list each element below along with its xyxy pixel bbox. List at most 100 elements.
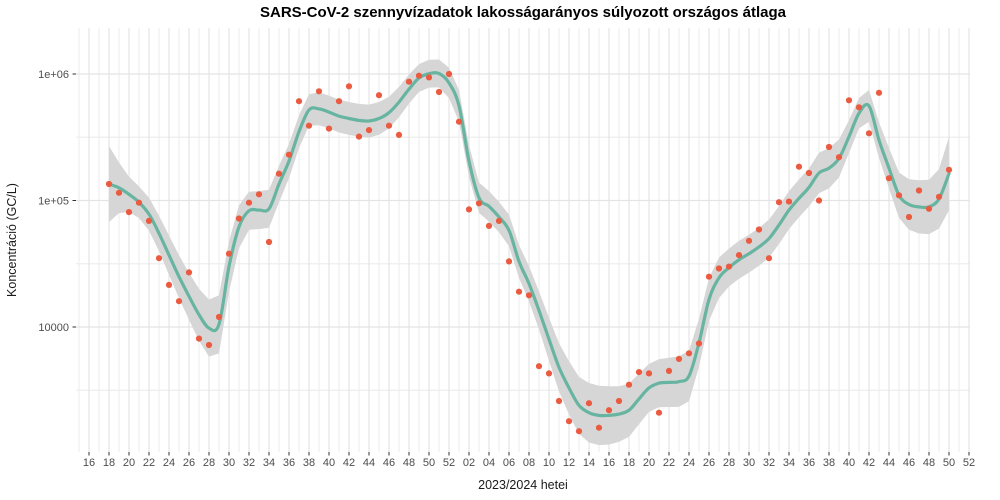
x-tick-label: 28 <box>723 457 735 469</box>
data-point <box>715 265 723 272</box>
y-tick-label: 1e+06 <box>38 69 69 81</box>
data-point <box>855 104 863 111</box>
data-point <box>345 83 353 90</box>
data-point <box>615 397 623 405</box>
data-points-layer <box>105 70 953 435</box>
data-point <box>755 226 763 233</box>
x-tick-label: 36 <box>283 457 295 469</box>
chart-title: SARS-CoV-2 szennyvízadatok lakosságarány… <box>260 4 787 21</box>
confidence-ribbon-layer <box>109 59 949 446</box>
x-tick-label: 46 <box>903 457 915 469</box>
data-point <box>175 298 183 305</box>
x-tick-label: 22 <box>143 457 155 469</box>
data-point <box>815 197 823 204</box>
x-tick-label: 46 <box>383 457 395 469</box>
data-point <box>445 70 453 78</box>
x-tick-label: 30 <box>223 457 235 469</box>
x-tick-label: 10 <box>543 457 555 469</box>
data-point <box>465 206 473 213</box>
data-point <box>735 252 743 259</box>
data-point <box>485 222 493 229</box>
x-tick-label: 38 <box>823 457 835 469</box>
data-point <box>105 180 113 188</box>
x-axis-title: 2023/2024 hetei <box>478 478 568 492</box>
data-point <box>535 363 543 370</box>
smooth-line-layer <box>107 71 951 418</box>
data-point <box>505 258 513 265</box>
x-tick-label: 04 <box>483 457 495 469</box>
data-point <box>585 400 593 407</box>
y-axis-tick-labels: 1e+06 1e+05 10000 <box>38 69 69 334</box>
x-tick-label: 24 <box>163 457 175 469</box>
x-tick-label: 16 <box>603 457 615 469</box>
data-point <box>235 215 243 222</box>
data-point <box>315 88 323 95</box>
data-point <box>385 122 393 129</box>
data-point <box>165 281 173 288</box>
data-point <box>695 340 703 347</box>
data-point <box>635 369 643 376</box>
x-tick-label: 18 <box>103 457 115 469</box>
data-point <box>775 199 783 206</box>
data-point <box>515 288 523 295</box>
x-tick-label: 42 <box>343 457 355 469</box>
data-point <box>375 92 383 99</box>
data-point <box>665 367 673 374</box>
data-point <box>215 313 223 321</box>
data-point <box>625 381 633 388</box>
data-point <box>595 424 603 431</box>
data-point <box>305 122 313 129</box>
data-point <box>185 269 193 276</box>
x-tick-label: 48 <box>403 457 415 469</box>
x-tick-label: 50 <box>423 457 435 469</box>
data-point <box>495 217 503 224</box>
data-point <box>865 130 873 137</box>
x-tick-label: 12 <box>563 457 575 469</box>
data-point <box>155 255 163 262</box>
x-tick-label: 20 <box>123 457 135 469</box>
x-tick-label: 38 <box>303 457 315 469</box>
x-tick-label: 30 <box>743 457 755 469</box>
x-tick-label: 32 <box>243 457 255 469</box>
x-tick-label: 24 <box>683 457 695 469</box>
x-tick-label: 42 <box>863 457 875 469</box>
data-point <box>765 255 773 262</box>
data-point <box>355 133 363 140</box>
data-point <box>335 98 343 105</box>
data-point <box>905 213 913 221</box>
y-tick-label: 10000 <box>38 322 69 334</box>
data-point <box>225 250 233 257</box>
smooth-trend-line <box>107 71 951 418</box>
data-point <box>915 187 923 194</box>
x-tick-label: 06 <box>503 457 515 469</box>
data-point <box>135 199 143 206</box>
x-tick-label: 28 <box>203 457 215 469</box>
data-point <box>325 125 333 132</box>
x-tick-label: 44 <box>883 457 895 469</box>
x-tick-label: 36 <box>803 457 815 469</box>
x-tick-label: 34 <box>263 457 275 469</box>
data-point <box>925 205 933 212</box>
data-point <box>825 143 833 151</box>
data-point <box>605 407 613 414</box>
data-point <box>415 72 423 79</box>
data-point <box>945 166 953 173</box>
x-tick-label: 44 <box>363 457 375 469</box>
x-tick-label: 52 <box>443 457 455 469</box>
data-point <box>795 163 803 170</box>
data-point <box>875 89 883 96</box>
x-tick-label: 50 <box>943 457 955 469</box>
data-point <box>125 209 133 216</box>
y-axis-title: Koncentráció (GC/L) <box>5 183 19 297</box>
data-point <box>655 409 663 416</box>
x-tick-label: 26 <box>183 457 195 469</box>
data-point <box>295 98 303 105</box>
data-point <box>545 370 553 377</box>
x-tick-label: 40 <box>323 457 335 469</box>
x-tick-label: 22 <box>663 457 675 469</box>
x-tick-label: 32 <box>763 457 775 469</box>
x-tick-label: 08 <box>523 457 535 469</box>
data-point <box>145 217 153 224</box>
data-point <box>745 237 753 244</box>
data-point <box>805 169 813 177</box>
